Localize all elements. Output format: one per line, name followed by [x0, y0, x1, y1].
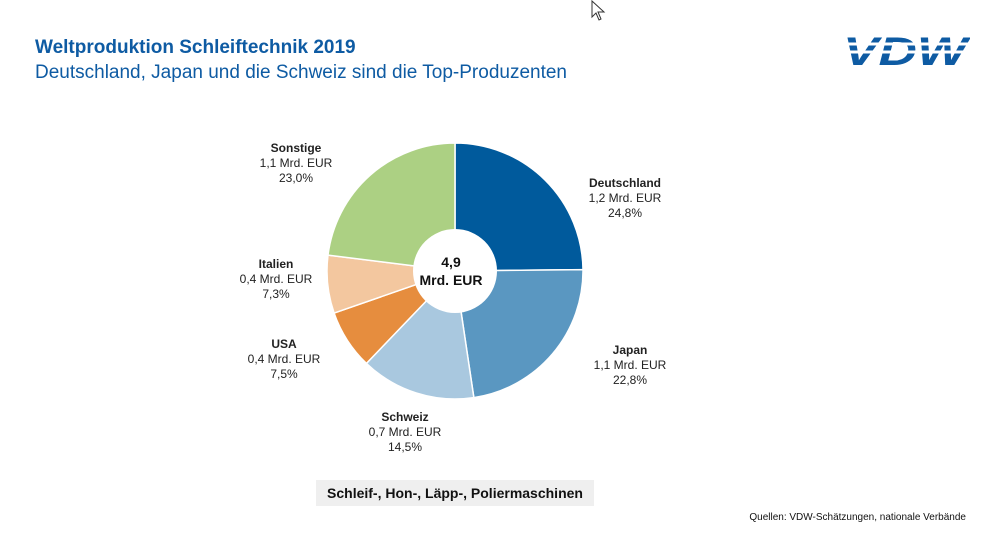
data-label-italien: Italien 0,4 Mrd. EUR 7,3% — [240, 257, 313, 301]
chart-caption: Schleif-, Hon-, Läpp-, Poliermaschinen — [316, 480, 594, 506]
data-label-japan: Japan 1,1 Mrd. EUR 22,8% — [594, 343, 667, 387]
donut-hole — [413, 229, 497, 313]
data-label-deutschland: Deutschland 1,2 Mrd. EUR 24,8% — [589, 176, 662, 220]
label-percent: 24,8% — [608, 206, 642, 220]
mouse-cursor-icon — [591, 0, 606, 21]
label-name: Italien — [259, 257, 294, 271]
center-total-value: 4,9 — [441, 254, 461, 270]
label-name: Sonstige — [271, 141, 322, 155]
label-name: Japan — [613, 343, 648, 357]
chart-title: Weltproduktion Schleiftechnik 2019 — [35, 37, 356, 58]
label-percent: 14,5% — [388, 440, 422, 454]
label-percent: 7,3% — [262, 287, 290, 301]
data-label-schweiz: Schweiz 0,7 Mrd. EUR 14,5% — [369, 410, 442, 454]
label-amount: 1,1 Mrd. EUR — [260, 156, 333, 170]
vdw-logo: VDW — [840, 30, 970, 72]
label-name: Schweiz — [381, 410, 428, 424]
label-amount: 0,4 Mrd. EUR — [248, 352, 321, 366]
label-amount: 0,7 Mrd. EUR — [369, 425, 442, 439]
data-label-usa: USA 0,4 Mrd. EUR 7,5% — [248, 337, 321, 381]
label-percent: 22,8% — [613, 373, 647, 387]
slice-deutschland — [454, 142, 584, 272]
slice-japan — [454, 268, 584, 399]
center-total-unit: Mrd. EUR — [420, 272, 483, 288]
label-amount: 1,2 Mrd. EUR — [589, 191, 662, 205]
slice-sonstige — [327, 142, 456, 272]
label-percent: 23,0% — [279, 171, 313, 185]
chart-subtitle: Deutschland, Japan und die Schweiz sind … — [35, 62, 567, 83]
label-name: Deutschland — [589, 176, 661, 190]
label-percent: 7,5% — [270, 367, 298, 381]
label-name: USA — [271, 337, 297, 351]
source-note: Quellen: VDW-Schätzungen, nationale Verb… — [749, 512, 966, 523]
label-amount: 0,4 Mrd. EUR — [240, 272, 313, 286]
data-label-sonstige: Sonstige 1,1 Mrd. EUR 23,0% — [260, 141, 333, 185]
label-amount: 1,1 Mrd. EUR — [594, 358, 667, 372]
